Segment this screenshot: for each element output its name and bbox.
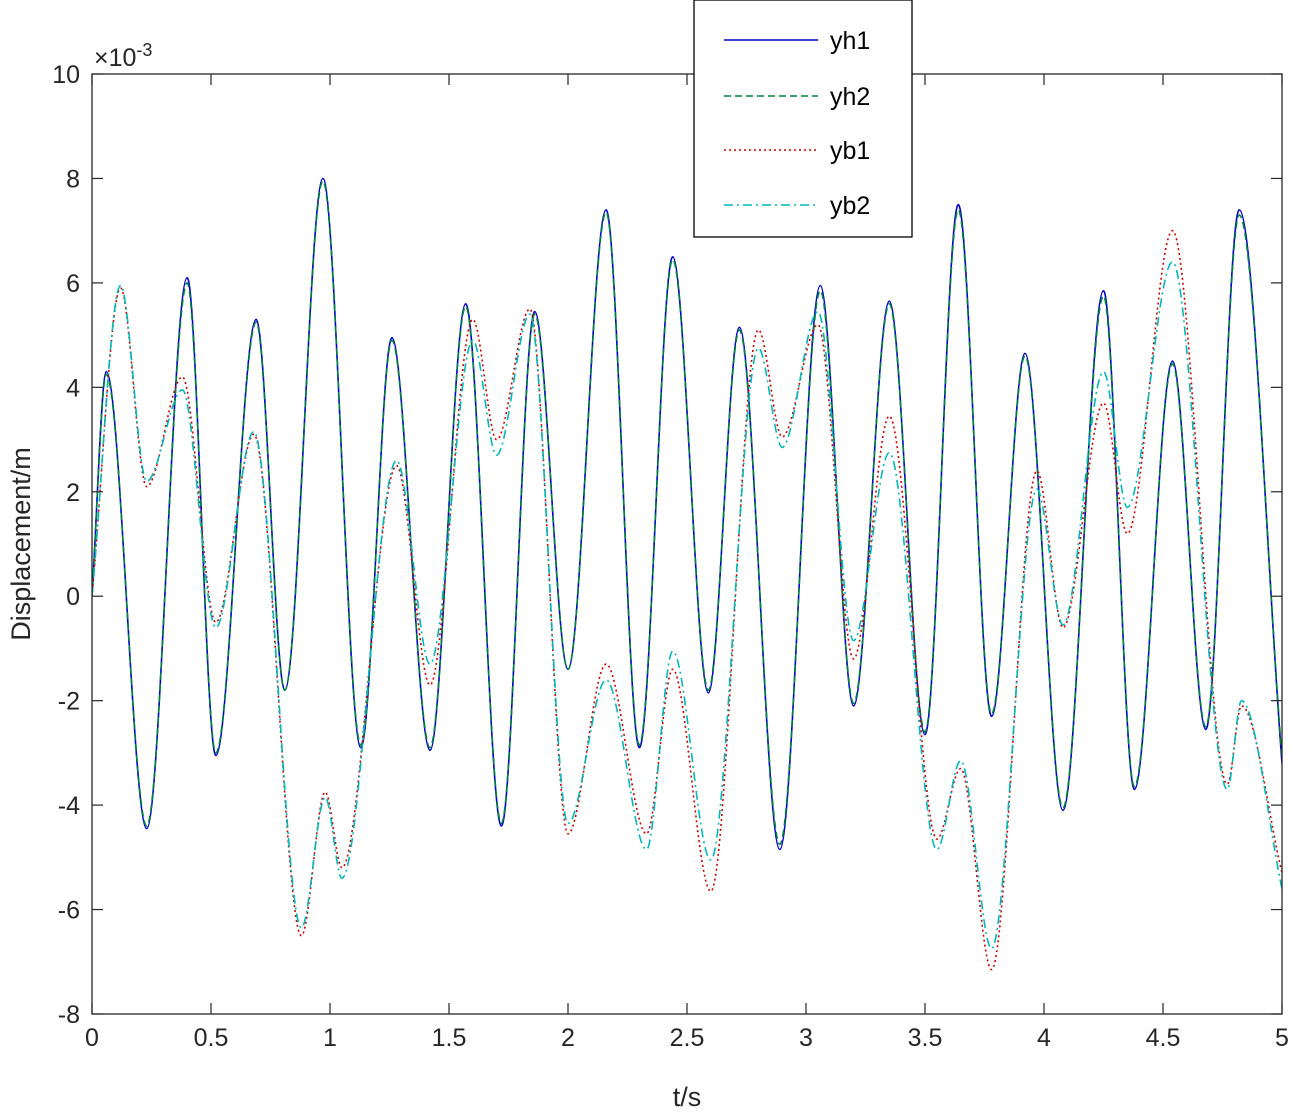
x-axis-label: t/s bbox=[673, 1082, 702, 1112]
y-axis-label: Displacement/m bbox=[6, 447, 36, 641]
y-tick-label: -8 bbox=[58, 1001, 80, 1029]
y-tick-label: -4 bbox=[58, 792, 80, 820]
legend-item-yb1: yb1 bbox=[724, 137, 870, 165]
x-tick-label: 1 bbox=[323, 1024, 337, 1052]
y-tick-label: 4 bbox=[66, 374, 80, 402]
x-tick-label: 0 bbox=[85, 1024, 99, 1052]
y-tick-label: 8 bbox=[66, 165, 80, 193]
x-tick-label: 5 bbox=[1275, 1024, 1289, 1052]
x-tick-label: 4.5 bbox=[1146, 1024, 1181, 1052]
series-line-yh2 bbox=[92, 180, 1282, 846]
plot-area bbox=[92, 74, 1282, 1014]
legend-item-yh2: yh2 bbox=[724, 83, 870, 111]
exponent-base: ×10 bbox=[94, 44, 136, 72]
x-tick-label: 0.5 bbox=[194, 1024, 229, 1052]
series-line-yb2 bbox=[92, 261, 1282, 950]
y-tick-labels: -8 -6 -4 -2 0 2 4 6 8 10 bbox=[52, 61, 80, 1029]
x-tick-label: 4 bbox=[1037, 1024, 1051, 1052]
series-layer bbox=[92, 177, 1282, 971]
x-tick-label: 2.5 bbox=[670, 1024, 705, 1052]
legend-label: yb2 bbox=[830, 192, 870, 220]
legend-item-yb2: yb2 bbox=[724, 192, 870, 220]
legend-label: yb1 bbox=[830, 137, 870, 165]
y-tick-label: 0 bbox=[66, 583, 80, 611]
y-exponent-label: ×10-3 bbox=[94, 40, 152, 72]
y-tick-label: 6 bbox=[66, 270, 80, 298]
y-tick-label: -2 bbox=[58, 688, 80, 716]
ticks-layer bbox=[91, 73, 1283, 1015]
legend: yh1 yh2 yb1 yb2 bbox=[693, 0, 913, 238]
legend-label: yh2 bbox=[830, 83, 870, 111]
x-tick-label: 3 bbox=[799, 1024, 813, 1052]
x-tick-label: 2 bbox=[561, 1024, 575, 1052]
y-tick-label: 2 bbox=[66, 479, 80, 507]
legend-box bbox=[693, 0, 913, 238]
x-tick-label: 3.5 bbox=[908, 1024, 943, 1052]
x-tick-label: 1.5 bbox=[432, 1024, 467, 1052]
y-tick-label: 10 bbox=[52, 61, 80, 89]
series-line-yb1 bbox=[92, 229, 1282, 971]
y-tick-label: -6 bbox=[58, 897, 80, 925]
exponent-power: -3 bbox=[136, 40, 152, 60]
x-tick-labels: 0 0.5 1 1.5 2 2.5 3 3.5 4 4.5 5 bbox=[85, 1024, 1289, 1052]
legend-item-yh1: yh1 bbox=[724, 27, 870, 55]
legend-label: yh1 bbox=[830, 27, 870, 55]
